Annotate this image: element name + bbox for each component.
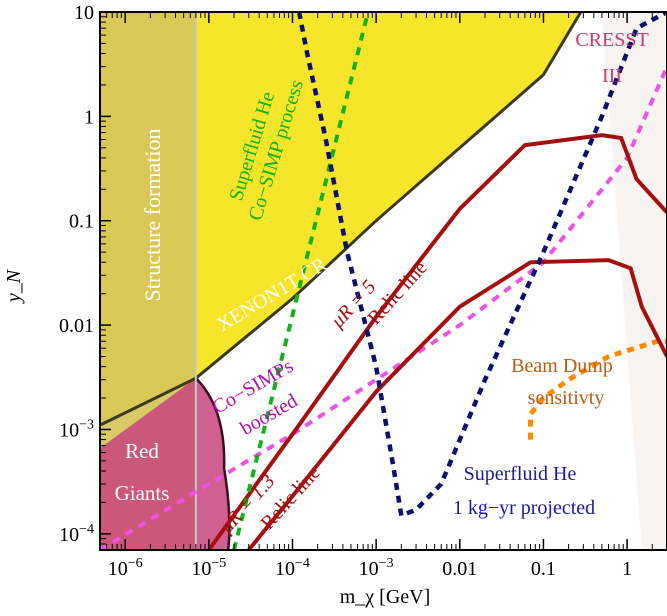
x-tick-label: 10−4 xyxy=(275,556,310,580)
superfluid-cosimp-line xyxy=(232,12,370,550)
label-superfluid-proj-1: Superfluid He xyxy=(464,463,577,485)
x-tick-label: 10−3 xyxy=(359,556,394,580)
xenon1t-region xyxy=(100,12,667,426)
y-tick-label: 10−3 xyxy=(59,417,94,441)
plot-frame xyxy=(99,11,667,551)
y-tick-label: 0.01 xyxy=(59,315,94,337)
y-tick-label: 0.1 xyxy=(69,211,94,233)
x-tick-label: 1 xyxy=(622,558,632,580)
x-tick-label: 10−5 xyxy=(191,556,226,580)
regions-layer xyxy=(100,12,667,550)
x-tick-label: 10−6 xyxy=(108,556,143,580)
relic-line-mu5 xyxy=(207,133,667,550)
label-red-giants-1: Red xyxy=(125,439,159,463)
label-superfluid-proj-2: 1 kg−yr projected xyxy=(453,497,595,519)
y-axis-label: y_N xyxy=(3,268,25,304)
y-tick-label: 10−4 xyxy=(59,522,94,546)
x-tick-label: 0.1 xyxy=(531,558,556,580)
red-giants-region xyxy=(100,378,230,550)
ticks-layer: 10−6 10−5 10−4 10−3 0.01 0.1 1 10−4 10−3 0.01 0.1 1… xyxy=(59,2,667,580)
red-giants-border xyxy=(194,377,231,550)
label-beam-dump-1: Beam Dump xyxy=(511,355,613,377)
curves-layer xyxy=(100,12,667,550)
y-tick-label: 10 xyxy=(74,2,94,24)
relic-line-mu1p3 xyxy=(247,258,667,550)
x-axis-label: m_χ [GeV] xyxy=(340,586,431,608)
label-cresst-2: III xyxy=(602,65,622,87)
x-tick-label: 0.01 xyxy=(442,558,477,580)
label-cresst-1: CRESST xyxy=(575,29,648,51)
y-tick-label: 1 xyxy=(84,106,94,128)
superfluid-projected-line xyxy=(296,12,667,519)
label-beam-dump-2: sensitivty xyxy=(528,387,605,409)
label-red-giants-2: Giants xyxy=(115,481,170,505)
label-structure-formation: Structure formation xyxy=(140,129,165,302)
